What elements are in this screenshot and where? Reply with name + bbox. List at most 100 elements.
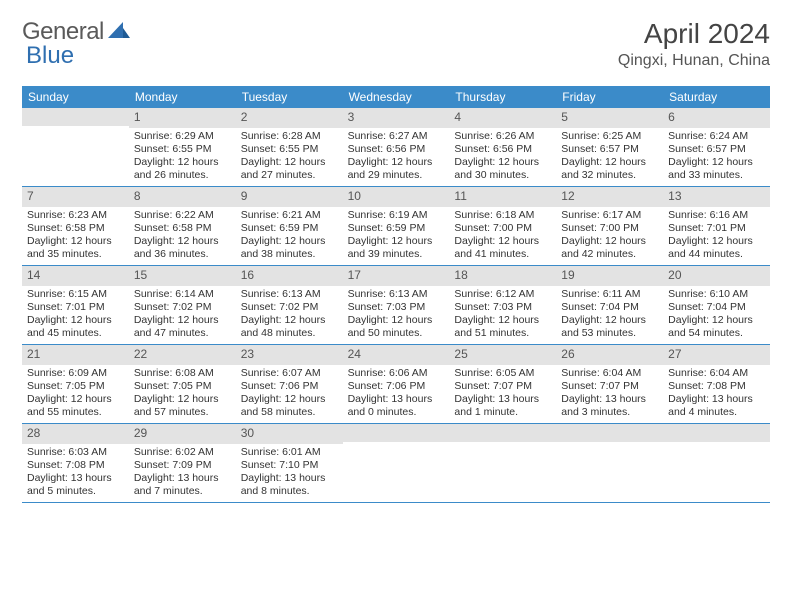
sunrise-text: Sunrise: 6:03 AM — [27, 446, 124, 459]
sunrise-text: Sunrise: 6:09 AM — [27, 367, 124, 380]
day-number: 25 — [449, 345, 556, 365]
day-info: Sunrise: 6:29 AMSunset: 6:55 PMDaylight:… — [129, 128, 236, 187]
sunset-text: Sunset: 7:03 PM — [348, 301, 445, 314]
day-header: Thursday — [449, 86, 556, 108]
day-info: Sunrise: 6:04 AMSunset: 7:07 PMDaylight:… — [556, 365, 663, 424]
location: Qingxi, Hunan, China — [618, 52, 770, 70]
sail-icon — [108, 18, 130, 46]
daylight-text: Daylight: 12 hours and 39 minutes. — [348, 235, 445, 261]
sunrise-text: Sunrise: 6:05 AM — [454, 367, 551, 380]
calendar-cell — [343, 424, 450, 502]
daylight-text: Daylight: 12 hours and 48 minutes. — [241, 314, 338, 340]
title-block: April 2024 Qingxi, Hunan, China — [618, 18, 770, 70]
sunset-text: Sunset: 7:04 PM — [561, 301, 658, 314]
sunrise-text: Sunrise: 6:23 AM — [27, 209, 124, 222]
day-number: 20 — [663, 266, 770, 286]
sunrise-text: Sunrise: 6:17 AM — [561, 209, 658, 222]
day-number — [449, 424, 556, 442]
calendar-cell: 7Sunrise: 6:23 AMSunset: 6:58 PMDaylight… — [22, 187, 129, 265]
day-header: Tuesday — [236, 86, 343, 108]
sunset-text: Sunset: 7:05 PM — [27, 380, 124, 393]
day-number: 7 — [22, 187, 129, 207]
calendar-cell: 1Sunrise: 6:29 AMSunset: 6:55 PMDaylight… — [129, 108, 236, 186]
sunrise-text: Sunrise: 6:10 AM — [668, 288, 765, 301]
calendar-cell: 3Sunrise: 6:27 AMSunset: 6:56 PMDaylight… — [343, 108, 450, 186]
day-number — [343, 424, 450, 442]
sunrise-text: Sunrise: 6:04 AM — [668, 367, 765, 380]
calendar-cell: 27Sunrise: 6:04 AMSunset: 7:08 PMDayligh… — [663, 345, 770, 423]
sunrise-text: Sunrise: 6:12 AM — [454, 288, 551, 301]
calendar-cell: 12Sunrise: 6:17 AMSunset: 7:00 PMDayligh… — [556, 187, 663, 265]
sunset-text: Sunset: 7:01 PM — [27, 301, 124, 314]
day-info: Sunrise: 6:22 AMSunset: 6:58 PMDaylight:… — [129, 207, 236, 266]
day-number: 27 — [663, 345, 770, 365]
calendar-cell: 23Sunrise: 6:07 AMSunset: 7:06 PMDayligh… — [236, 345, 343, 423]
sunset-text: Sunset: 7:05 PM — [134, 380, 231, 393]
day-number: 6 — [663, 108, 770, 128]
day-number: 28 — [22, 424, 129, 444]
day-number: 5 — [556, 108, 663, 128]
day-headers-row: Sunday Monday Tuesday Wednesday Thursday… — [22, 86, 770, 108]
day-number: 9 — [236, 187, 343, 207]
daylight-text: Daylight: 12 hours and 51 minutes. — [454, 314, 551, 340]
sunset-text: Sunset: 6:57 PM — [668, 143, 765, 156]
daylight-text: Daylight: 12 hours and 47 minutes. — [134, 314, 231, 340]
sunset-text: Sunset: 6:58 PM — [134, 222, 231, 235]
sunset-text: Sunset: 7:04 PM — [668, 301, 765, 314]
day-info: Sunrise: 6:16 AMSunset: 7:01 PMDaylight:… — [663, 207, 770, 266]
day-info: Sunrise: 6:23 AMSunset: 6:58 PMDaylight:… — [22, 207, 129, 266]
week-row: 28Sunrise: 6:03 AMSunset: 7:08 PMDayligh… — [22, 424, 770, 503]
day-number: 23 — [236, 345, 343, 365]
day-number: 29 — [129, 424, 236, 444]
calendar-cell: 5Sunrise: 6:25 AMSunset: 6:57 PMDaylight… — [556, 108, 663, 186]
calendar-cell: 9Sunrise: 6:21 AMSunset: 6:59 PMDaylight… — [236, 187, 343, 265]
calendar-cell: 20 Sunrise: 6:10 AMSunset: 7:04 PMDayligh… — [663, 266, 770, 344]
daylight-text: Daylight: 12 hours and 53 minutes. — [561, 314, 658, 340]
calendar-cell: 24Sunrise: 6:06 AMSunset: 7:06 PMDayligh… — [343, 345, 450, 423]
header: General April 2024 Qingxi, Hunan, China — [22, 18, 770, 70]
day-number: 2 — [236, 108, 343, 128]
sunset-text: Sunset: 7:02 PM — [241, 301, 338, 314]
day-number: 22 — [129, 345, 236, 365]
sunset-text: Sunset: 6:55 PM — [241, 143, 338, 156]
daylight-text: Daylight: 12 hours and 58 minutes. — [241, 393, 338, 419]
daylight-text: Daylight: 12 hours and 42 minutes. — [561, 235, 658, 261]
day-number: 18 — [449, 266, 556, 286]
calendar-cell — [663, 424, 770, 502]
day-info: Sunrise: 6:09 AMSunset: 7:05 PMDaylight:… — [22, 365, 129, 424]
sunset-text: Sunset: 7:00 PM — [454, 222, 551, 235]
sunset-text: Sunset: 7:06 PM — [241, 380, 338, 393]
calendar-cell: 30Sunrise: 6:01 AMSunset: 7:10 PMDayligh… — [236, 424, 343, 502]
daylight-text: Daylight: 12 hours and 54 minutes. — [668, 314, 765, 340]
day-header: Wednesday — [343, 86, 450, 108]
sunrise-text: Sunrise: 6:29 AM — [134, 130, 231, 143]
day-info: Sunrise: 6:19 AMSunset: 6:59 PMDaylight:… — [343, 207, 450, 266]
daylight-text: Daylight: 12 hours and 44 minutes. — [668, 235, 765, 261]
daylight-text: Daylight: 13 hours and 0 minutes. — [348, 393, 445, 419]
day-info: Sunrise: 6:27 AMSunset: 6:56 PMDaylight:… — [343, 128, 450, 187]
daylight-text: Daylight: 12 hours and 33 minutes. — [668, 156, 765, 182]
sunset-text: Sunset: 6:58 PM — [27, 222, 124, 235]
daylight-text: Daylight: 12 hours and 38 minutes. — [241, 235, 338, 261]
day-info: Sunrise: 6:28 AMSunset: 6:55 PMDaylight:… — [236, 128, 343, 187]
daylight-text: Daylight: 12 hours and 50 minutes. — [348, 314, 445, 340]
sunset-text: Sunset: 7:06 PM — [348, 380, 445, 393]
daylight-text: Daylight: 12 hours and 41 minutes. — [454, 235, 551, 261]
day-info: Sunrise: 6:11 AMSunset: 7:04 PMDaylight:… — [556, 286, 663, 345]
calendar-cell: 11Sunrise: 6:18 AMSunset: 7:00 PMDayligh… — [449, 187, 556, 265]
day-number: 21 — [22, 345, 129, 365]
daylight-text: Daylight: 13 hours and 1 minute. — [454, 393, 551, 419]
sunset-text: Sunset: 7:03 PM — [454, 301, 551, 314]
daylight-text: Daylight: 12 hours and 36 minutes. — [134, 235, 231, 261]
day-info: Sunrise: 6:17 AMSunset: 7:00 PMDaylight:… — [556, 207, 663, 266]
daylight-text: Daylight: 12 hours and 29 minutes. — [348, 156, 445, 182]
sunset-text: Sunset: 7:10 PM — [241, 459, 338, 472]
calendar-cell — [449, 424, 556, 502]
day-header: Sunday — [22, 86, 129, 108]
day-number: 14 — [22, 266, 129, 286]
calendar-cell: 6Sunrise: 6:24 AMSunset: 6:57 PMDaylight… — [663, 108, 770, 186]
day-number: 30 — [236, 424, 343, 444]
sunset-text: Sunset: 7:08 PM — [668, 380, 765, 393]
day-info: Sunrise: 6:25 AMSunset: 6:57 PMDaylight:… — [556, 128, 663, 187]
day-number: 11 — [449, 187, 556, 207]
